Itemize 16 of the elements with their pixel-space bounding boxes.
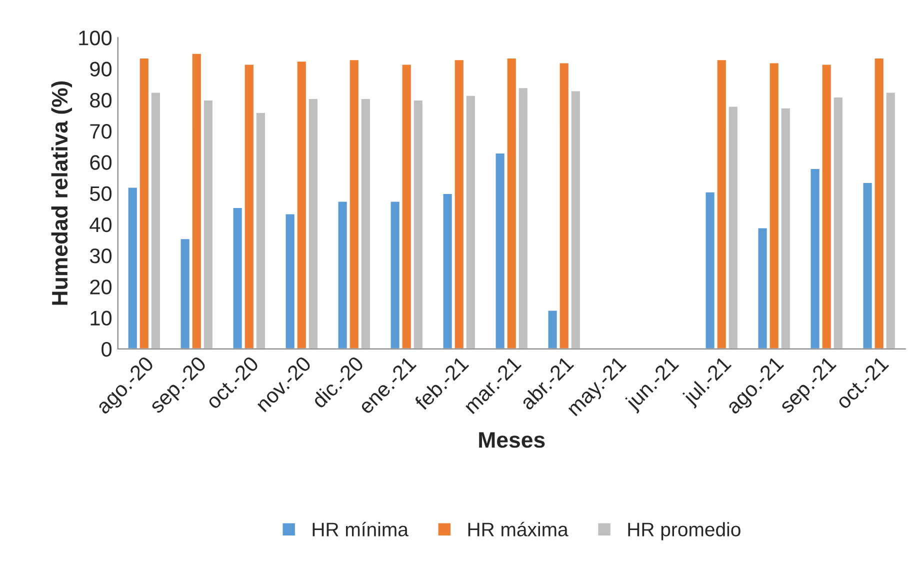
x-axis-title: Meses	[479, 432, 545, 448]
y-tick-label: 100	[79, 30, 112, 46]
legend-label: HR máxima	[468, 522, 568, 536]
legend-label: HR promedio	[628, 522, 740, 540]
y-tick-label: 0	[102, 342, 112, 357]
y-tick-label: 60	[90, 155, 112, 170]
y-tick-label: 30	[90, 248, 112, 264]
y-tick-label: 10	[90, 310, 112, 326]
y-tick-label: 80	[90, 92, 112, 108]
y-axis-title: Humedad relativa (%)	[51, 81, 72, 305]
y-tick-label: 50	[90, 186, 112, 202]
y-tick-label: 90	[90, 62, 112, 76]
y-tick-label: 70	[90, 124, 112, 139]
legend-label: HR mínima	[312, 522, 408, 536]
y-tick-label: 40	[90, 217, 112, 232]
y-tick-label: 20	[90, 280, 112, 294]
